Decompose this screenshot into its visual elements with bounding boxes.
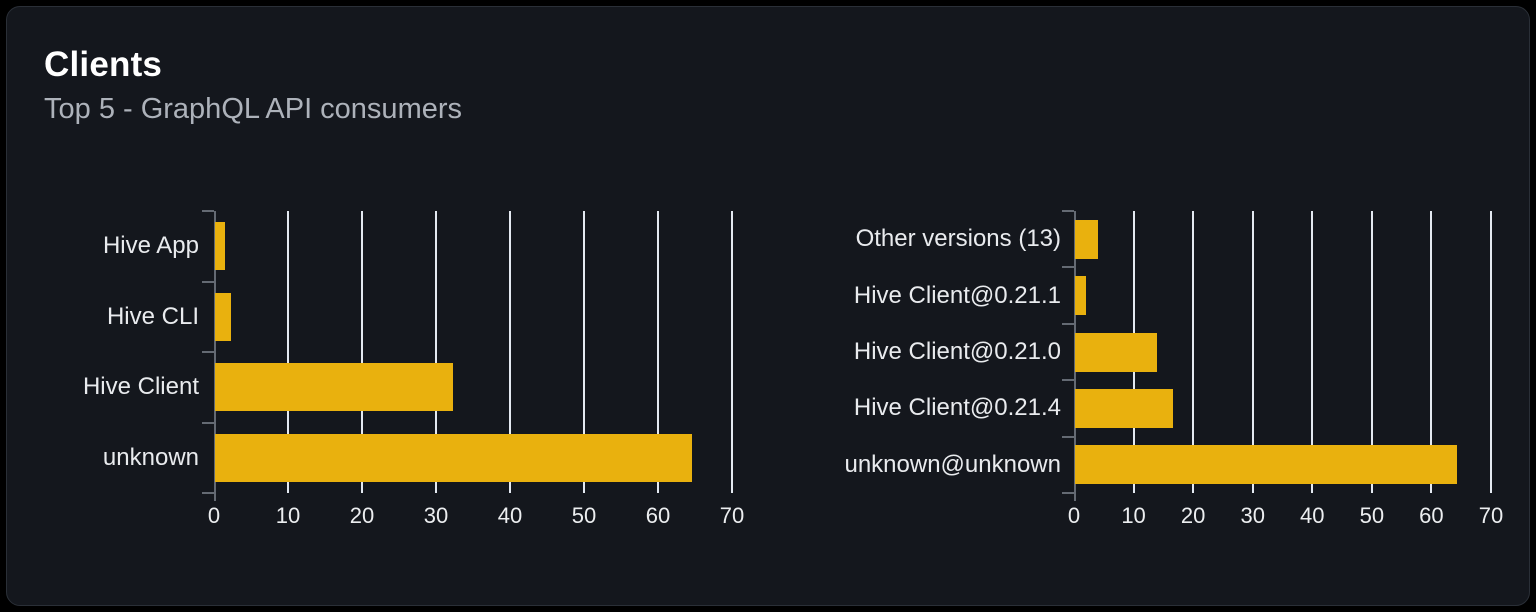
plot-area (1062, 210, 1498, 501)
bar-hive-client-0-21-4[interactable] (1075, 388, 1173, 428)
plot-area (202, 210, 742, 501)
x-tick-label-20: 20 (349, 503, 375, 528)
gridline (435, 211, 437, 493)
bar-hive-client-0-21-0[interactable] (1075, 332, 1157, 372)
client-versions-chart: Other versions (13) Hive Client@0.21.1 Hiv… (841, 210, 1503, 527)
gridline (1370, 211, 1373, 493)
bar-hive-client[interactable] (215, 363, 454, 412)
bar-hive-app[interactable] (215, 222, 225, 271)
gridline (1192, 211, 1195, 493)
gridline (509, 211, 511, 493)
y-axis-category-labels: Hive App Hive CLI Hive Client unknown (44, 211, 199, 493)
bar-hive-client-0-21-1[interactable] (1075, 276, 1086, 316)
bar-unknown-unknown[interactable] (1075, 445, 1458, 485)
x-tick-label-10: 10 (1121, 503, 1146, 528)
gridline (583, 211, 585, 493)
x-tick-label-60: 60 (645, 503, 671, 528)
x-tick-label-10: 10 (275, 503, 301, 528)
category-label-other-versions-13: Other versions (13) (855, 225, 1061, 253)
x-tick-label-0: 0 (1067, 503, 1081, 528)
category-label-hive-cli: Hive CLI (106, 302, 199, 330)
gridline (1251, 211, 1254, 493)
x-tick-label-40: 40 (497, 503, 523, 528)
y-axis-tick (1062, 322, 1074, 325)
x-axis-tick-labels: 0 10 20 30 40 50 60 70 (1068, 503, 1503, 531)
y-axis-tick (202, 421, 214, 424)
y-axis-tick (202, 210, 214, 212)
y-axis-tick (1062, 492, 1074, 494)
card-subtitle: Top 5 - GraphQL API consumers (44, 93, 463, 126)
bar-hive-cli[interactable] (215, 292, 231, 341)
x-tick-label-50: 50 (1359, 503, 1385, 528)
x-tick-label-30: 30 (423, 503, 449, 528)
gridline (1430, 211, 1433, 493)
card-title: Clients (44, 45, 163, 84)
gridline (287, 211, 289, 493)
gridline (1490, 211, 1492, 493)
y-axis-line (214, 211, 216, 501)
x-tick-label-20: 20 (1180, 503, 1206, 528)
x-tick-label-70: 70 (719, 503, 745, 528)
category-label-hive-client-0-21-0: Hive Client@0.21.0 (853, 337, 1061, 365)
y-axis-tick (1062, 210, 1074, 212)
y-axis-tick (202, 492, 214, 494)
x-axis-tick-labels: 0 10 20 30 40 50 60 70 (208, 503, 745, 531)
x-tick-label-0: 0 (207, 503, 221, 528)
gridline (731, 211, 733, 493)
y-axis-category-labels: Other versions (13) Hive Client@0.21.1 Hiv… (841, 211, 1061, 493)
x-tick-label-60: 60 (1419, 503, 1444, 528)
bar-unknown[interactable] (215, 433, 692, 482)
clients-chart: Hive App Hive CLI Hive Client unknown 0 10 20 3… (44, 210, 744, 527)
category-label-unknown-unknown: unknown@unknown (844, 450, 1061, 478)
category-label-hive-app: Hive App (102, 232, 199, 260)
category-label-hive-client-0-21-4: Hive Client@0.21.4 (853, 394, 1061, 422)
x-tick-label-70: 70 (1478, 503, 1504, 528)
category-label-hive-client-0-21-1: Hive Client@0.21.1 (853, 281, 1061, 309)
clients-card: Clients Top 5 - GraphQL API consumers Hi… (6, 6, 1530, 606)
gridline (657, 211, 659, 493)
plot-wrapper: 0 10 20 30 40 50 60 70 (1062, 210, 1503, 527)
gridline (361, 211, 363, 493)
y-axis-tick (202, 280, 214, 283)
y-axis-tick (1062, 266, 1074, 269)
gridline (1311, 211, 1314, 493)
x-tick-label-50: 50 (571, 503, 597, 528)
card-header: Clients Top 5 - GraphQL API consumers (44, 45, 462, 127)
x-tick-label-30: 30 (1240, 503, 1265, 528)
plot-wrapper: 0 10 20 30 40 50 60 70 (202, 210, 744, 527)
bar-other-versions-13[interactable] (1075, 219, 1099, 259)
y-axis-tick (1062, 379, 1074, 382)
x-tick-label-40: 40 (1300, 503, 1325, 528)
category-label-hive-client: Hive Client (82, 373, 199, 401)
y-axis-tick (202, 351, 214, 353)
y-axis-tick (1062, 435, 1074, 438)
category-label-unknown: unknown (102, 443, 199, 471)
